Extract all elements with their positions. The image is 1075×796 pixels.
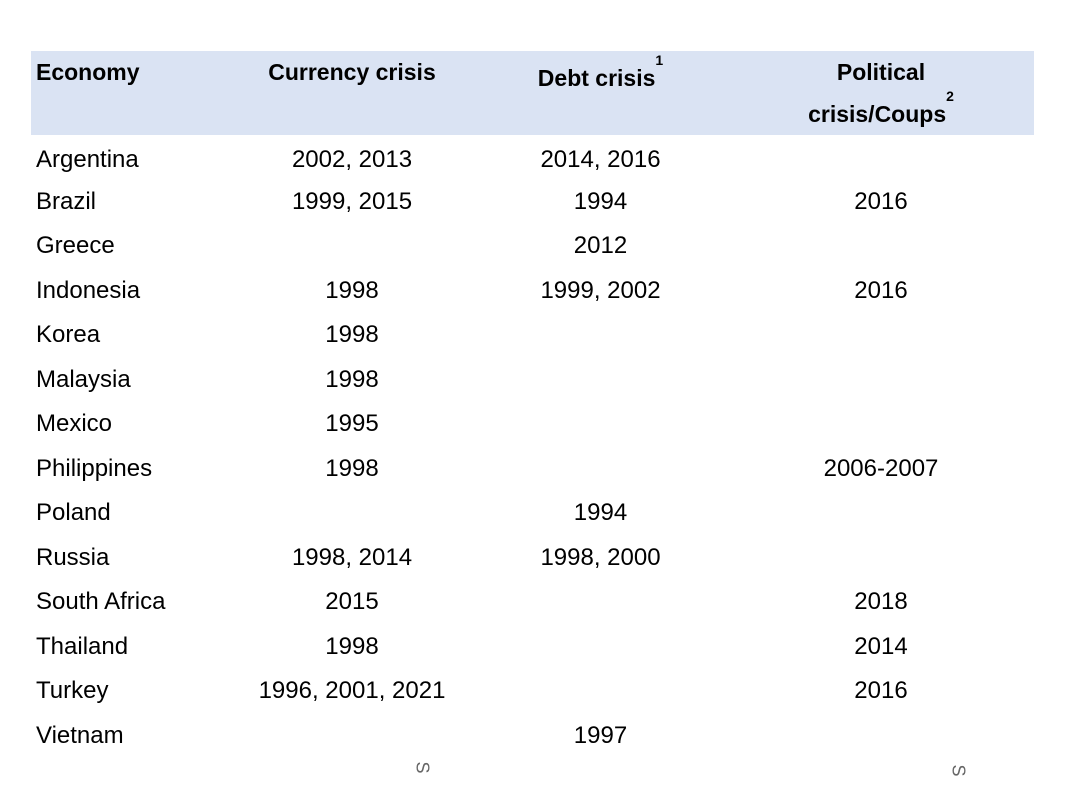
table-row: South Africa 2015 2018 [31, 580, 1034, 625]
cell-economy: Philippines [36, 454, 153, 482]
header-political-line2: crisis/Coups [808, 101, 947, 127]
crisis-table: Economy Currency crisis Debt crisis1 Pol… [31, 51, 1034, 758]
cell-currency: 1999, 2015 [291, 187, 413, 215]
cell-debt: 1994 [573, 187, 628, 215]
cell-debt [473, 313, 728, 358]
stray-mark: S [948, 764, 969, 777]
table-row: Indonesia 1998 1999, 2002 2016 [31, 269, 1034, 314]
cell-currency [231, 714, 473, 759]
cell-economy: Russia [36, 543, 110, 571]
cell-political [728, 402, 1034, 447]
cell-debt: 1997 [573, 721, 628, 749]
cell-currency: 1998 [325, 632, 379, 660]
cell-economy: Brazil [36, 187, 97, 215]
header-debt-label: Debt crisis [537, 65, 656, 91]
cell-debt [473, 358, 728, 403]
cell-political: 2016 [854, 187, 908, 215]
table-row: Poland 1994 [31, 491, 1034, 536]
cell-political: 2014 [854, 632, 908, 660]
cell-economy: Greece [36, 232, 115, 260]
table-row: Argentina 2002, 2013 2014, 2016 [31, 135, 1034, 180]
cell-political: 2016 [854, 276, 908, 304]
cell-currency: 1998 [325, 321, 379, 349]
table-body: Argentina 2002, 2013 2014, 2016 Brazil 1999,… [31, 135, 1034, 758]
header-row: Economy Currency crisis Debt crisis1 Pol… [31, 51, 1034, 135]
cell-currency: 1998 [325, 365, 379, 393]
cell-currency: 1998 [325, 454, 379, 482]
cell-political [728, 536, 1034, 581]
table-row: Philippines 1998 2006-2007 [31, 447, 1034, 492]
cell-debt: 1998, 2000 [540, 543, 661, 571]
table-row: Mexico 1995 [31, 402, 1034, 447]
cell-economy: Malaysia [36, 365, 131, 393]
cell-political: 2006-2007 [823, 454, 939, 482]
table-row: Malaysia 1998 [31, 358, 1034, 403]
cell-debt [473, 669, 728, 714]
cell-political [728, 135, 1034, 180]
header-economy: Economy [36, 59, 140, 85]
cell-economy: Thailand [36, 632, 129, 660]
cell-economy: Vietnam [36, 721, 124, 749]
table-row: Russia 1998, 2014 1998, 2000 [31, 536, 1034, 581]
cell-currency: 2015 [325, 588, 379, 616]
cell-economy: Indonesia [36, 276, 141, 304]
cell-debt [473, 402, 728, 447]
footnote-marker-1: 1 [655, 52, 664, 68]
table-row: Vietnam 1997 [31, 714, 1034, 759]
cell-debt: 2014, 2016 [540, 146, 661, 174]
table-row: Thailand 1998 2014 [31, 625, 1034, 670]
cell-political [728, 358, 1034, 403]
cell-currency: 2002, 2013 [291, 146, 413, 174]
table-row: Greece 2012 [31, 224, 1034, 269]
cell-currency: 1995 [325, 410, 379, 438]
header-political-crisis: Political crisis/Coups2 [728, 51, 1034, 135]
header-debt-crisis: Debt crisis1 [473, 51, 728, 135]
cell-currency [231, 224, 473, 269]
cell-economy: Korea [36, 321, 101, 349]
cell-debt: 1994 [573, 499, 628, 527]
cell-debt: 1999, 2002 [540, 276, 661, 304]
cell-economy: Poland [36, 499, 111, 527]
cell-currency: 1996, 2001, 2021 [258, 677, 446, 705]
cell-political: 2016 [854, 677, 908, 705]
cell-political [728, 714, 1034, 759]
table-row: Brazil 1999, 2015 1994 2016 [31, 180, 1034, 225]
cell-debt [473, 625, 728, 670]
cell-debt [473, 580, 728, 625]
cell-political [728, 224, 1034, 269]
cell-economy: South Africa [36, 588, 166, 616]
table-row: Turkey 1996, 2001, 2021 2016 [31, 669, 1034, 714]
table-header: Economy Currency crisis Debt crisis1 Pol… [31, 51, 1034, 135]
header-political-line1: Political [836, 59, 926, 85]
header-currency-crisis: Currency crisis [268, 59, 436, 85]
table-row: Korea 1998 [31, 313, 1034, 358]
cell-political [728, 491, 1034, 536]
cell-political: 2018 [854, 588, 908, 616]
footnote-marker-2: 2 [946, 88, 954, 104]
cell-debt [473, 447, 728, 492]
cell-political [728, 313, 1034, 358]
cell-debt: 2012 [573, 232, 628, 260]
cell-economy: Mexico [36, 410, 113, 438]
cell-currency: 1998 [325, 276, 379, 304]
cell-currency [231, 491, 473, 536]
cell-currency: 1998, 2014 [291, 543, 413, 571]
cell-economy: Argentina [36, 146, 139, 174]
stray-mark: S [412, 761, 433, 774]
cell-economy: Turkey [36, 677, 109, 705]
